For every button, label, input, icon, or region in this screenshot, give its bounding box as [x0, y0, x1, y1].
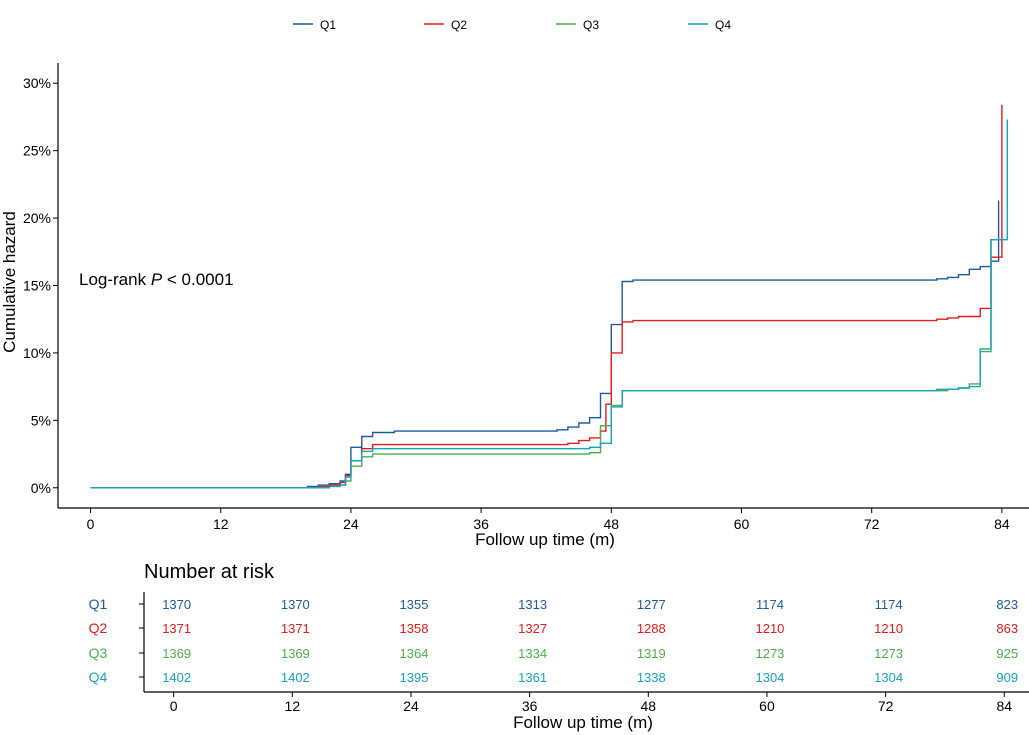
logrank-p: P: [151, 270, 163, 289]
risk-cell-value: 1313: [518, 597, 547, 612]
series-line-q2: [90, 104, 1003, 489]
risk-cell-value: 1358: [400, 621, 429, 636]
risk-table-x-axis-label: Follow up time (m): [513, 713, 653, 732]
risk-cell-value: 1395: [400, 670, 429, 685]
risk-cell-value: 1273: [755, 646, 784, 661]
y-tick-label: 0%: [31, 480, 51, 496]
risk-cell-value: 1369: [162, 646, 191, 661]
legend-label: Q1: [320, 18, 336, 32]
logrank-suffix: < 0.0001: [162, 270, 233, 289]
risk-cell-value: 1364: [400, 646, 429, 661]
risk-cell-value: 863: [996, 621, 1018, 636]
y-tick-label: 25%: [23, 143, 51, 159]
risk-table-rows: Q1 1370 1370 1355 1313 1277 1174 1174 823 Q2 1371 1…: [89, 596, 1018, 685]
legend-item-q3: Q3: [556, 18, 599, 32]
y-tick-label: 30%: [23, 75, 51, 91]
x-tick-label: 60: [734, 516, 750, 532]
risk-cell-value: 1370: [281, 597, 310, 612]
risk-cell-value: 1304: [874, 670, 903, 685]
risk-cell-value: 1210: [755, 621, 784, 636]
risk-cell-value: 1174: [875, 597, 903, 612]
risk-cell-value: 823: [996, 597, 1018, 612]
risk-x-tick-label: 72: [878, 698, 894, 714]
risk-cell-value: 1288: [637, 621, 666, 636]
risk-cell-value: 1304: [755, 670, 784, 685]
legend-item-q2: Q2: [424, 18, 467, 32]
risk-cell-value: 1402: [162, 670, 191, 685]
risk-table-axes: 0 12 24 36 48 60 72 84: [143, 592, 1029, 714]
x-tick-label: 72: [864, 516, 880, 532]
y-tick-label: 5%: [31, 412, 51, 428]
risk-cell-value: 1402: [281, 670, 310, 685]
risk-cell-value: 1369: [281, 646, 310, 661]
risk-row-label: Q1: [89, 596, 108, 612]
risk-row-label: Q2: [89, 620, 108, 636]
risk-row-label: Q4: [89, 669, 108, 685]
risk-cell-value: 1174: [756, 597, 784, 612]
y-axis-label: Cumulative hazard: [0, 211, 19, 353]
risk-x-tick-label: 24: [403, 698, 419, 714]
risk-x-tick-label: 48: [641, 698, 657, 714]
x-tick-label: 36: [473, 516, 489, 532]
risk-cell-value: 1327: [518, 621, 547, 636]
x-axis-label: Follow up time (m): [475, 530, 615, 549]
legend-label: Q4: [715, 18, 731, 32]
risk-cell-value: 1277: [637, 597, 666, 612]
risk-cell-value: 1210: [874, 621, 903, 636]
risk-cell-value: 1338: [637, 670, 666, 685]
risk-cell-value: 925: [996, 646, 1018, 661]
risk-row-q2: Q2 1371 1371 1358 1327 1288 1210 1210 863: [89, 620, 1018, 636]
x-tick-label: 24: [343, 516, 359, 532]
series-line-q4: [90, 119, 1008, 489]
x-tick-label: 48: [604, 516, 620, 532]
risk-cell-value: 1361: [518, 670, 547, 685]
risk-row-q1: Q1 1370 1370 1355 1313 1277 1174 1174 823: [89, 596, 1018, 612]
y-tick-label: 10%: [23, 345, 51, 361]
risk-x-tick-label: 60: [759, 698, 775, 714]
number-at-risk-table: Number at risk 0 12 24 36 48 60 72 84 Q1 1370 137…: [89, 561, 1029, 732]
x-tick-label: 12: [213, 516, 229, 532]
risk-cell-value: 909: [996, 670, 1018, 685]
risk-cell-value: 1370: [162, 597, 191, 612]
risk-x-tick-label: 0: [170, 698, 178, 714]
logrank-annotation: Log-rank P < 0.0001: [79, 270, 234, 289]
risk-cell-value: 1334: [518, 646, 547, 661]
legend-label: Q2: [451, 18, 467, 32]
logrank-prefix: Log-rank: [79, 270, 151, 289]
legend-item-q4: Q4: [688, 18, 731, 32]
legend-item-q1: Q1: [293, 18, 336, 32]
legend: Q1 Q2 Q3 Q4: [293, 18, 731, 32]
legend-label: Q3: [583, 18, 599, 32]
risk-cell-value: 1355: [400, 597, 429, 612]
risk-row-q4: Q4 1402 1402 1395 1361 1338 1304 1304 909: [89, 669, 1018, 685]
y-tick-label: 20%: [23, 210, 51, 226]
series-group: [90, 104, 1008, 489]
risk-table-title: Number at risk: [144, 561, 275, 583]
main-axes: 0% 5% 10% 15% 20% 25% 30% 0 12 24 36 48 60 72 84: [23, 63, 1029, 532]
risk-cell-value: 1319: [637, 646, 666, 661]
risk-cell-value: 1371: [281, 621, 310, 636]
x-tick-label: 0: [87, 516, 95, 532]
risk-cell-value: 1371: [162, 621, 191, 636]
cumulative-hazard-plot: 0% 5% 10% 15% 20% 25% 30% 0 12 24 36 48 60 72 84 Cumul…: [0, 63, 1029, 549]
risk-x-tick-label: 36: [522, 698, 538, 714]
risk-row-q3: Q3 1369 1369 1364 1334 1319 1273 1273 925: [89, 645, 1018, 661]
risk-row-label: Q3: [89, 645, 108, 661]
x-tick-label: 84: [994, 516, 1010, 532]
risk-x-tick-label: 12: [285, 698, 301, 714]
risk-cell-value: 1273: [874, 646, 903, 661]
y-tick-label: 15%: [23, 278, 51, 294]
risk-x-tick-label: 84: [996, 698, 1012, 714]
